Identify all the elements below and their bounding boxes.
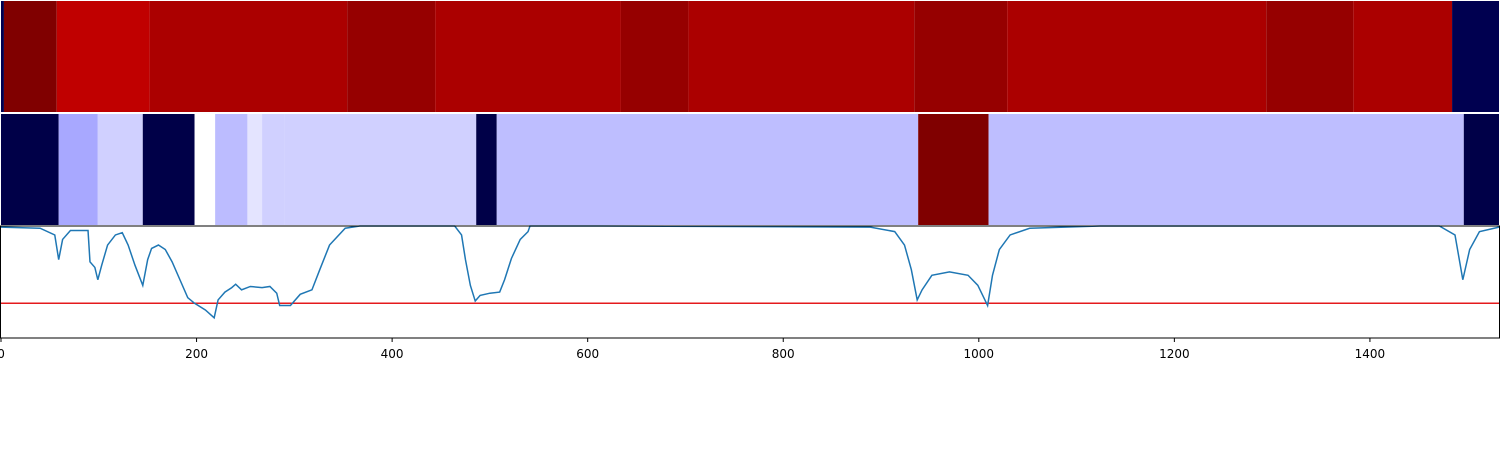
segment (620, 1, 689, 112)
segment (247, 114, 263, 225)
segment (56, 1, 150, 112)
score-line (0, 225, 1500, 320)
segment (1, 1, 4, 112)
segment (918, 114, 989, 225)
x-tick-label: 400 (381, 347, 404, 361)
segment (284, 114, 477, 225)
segment (496, 114, 919, 225)
segment (1, 114, 59, 225)
segment (1266, 1, 1354, 112)
x-tick-label: 1200 (1159, 347, 1190, 361)
segment (142, 114, 195, 225)
x-tick-label: 1000 (964, 347, 995, 361)
segment (435, 1, 621, 112)
x-tick-label: 200 (185, 347, 208, 361)
segment (262, 114, 285, 225)
segment (347, 1, 436, 112)
segment (97, 114, 143, 225)
segment (476, 114, 497, 225)
axes-frame (0, 225, 1500, 339)
segment (194, 114, 216, 225)
segment (988, 114, 1464, 225)
segment (215, 114, 248, 225)
segment (1007, 1, 1267, 112)
x-tick-label: 0 (0, 347, 5, 361)
x-tick-label: 600 (576, 347, 599, 361)
x-tick-label: 1400 (1355, 347, 1386, 361)
segment (1463, 114, 1499, 225)
x-tick-label: 800 (772, 347, 795, 361)
segment (1452, 1, 1499, 112)
segment (58, 114, 98, 225)
segment (688, 1, 915, 112)
segment (149, 1, 348, 112)
segment (914, 1, 1008, 112)
segment (1353, 1, 1453, 112)
segment (3, 1, 57, 112)
